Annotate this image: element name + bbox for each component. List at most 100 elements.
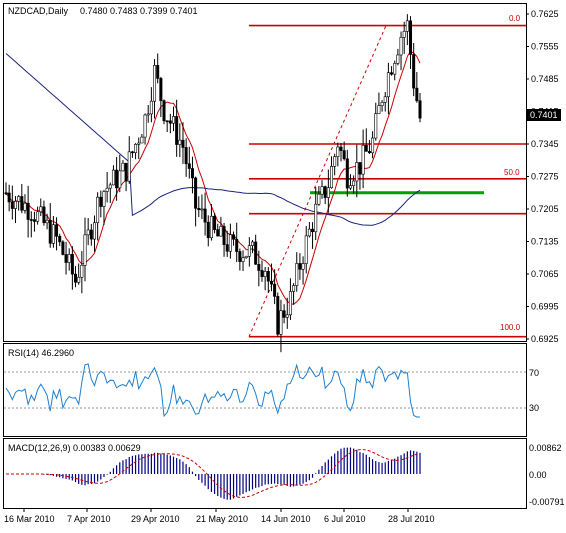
fast-ma-line — [5, 50, 421, 305]
candle-body — [130, 151, 134, 154]
y-tick-label-4: 0.7345 — [531, 139, 559, 149]
y-tick-label-1: 0.7555 — [531, 42, 559, 52]
price-axes: 0.76250.75550.74850.74150.73450.72750.72… — [526, 9, 559, 344]
candle-body — [304, 235, 308, 264]
candle-body — [80, 265, 84, 278]
candle-body — [330, 166, 334, 189]
candle-body — [206, 221, 210, 239]
rsi-label: RSI(14) 46.2960 — [8, 348, 74, 358]
candle-body — [358, 162, 362, 175]
candle-body — [232, 234, 236, 240]
candle-body — [77, 276, 81, 283]
candle-body — [140, 136, 144, 144]
candle-body — [20, 196, 24, 211]
candle-body — [352, 180, 356, 186]
candle-body — [102, 191, 106, 207]
candle-body — [165, 120, 169, 123]
rsi-tick-70: 70 — [529, 368, 539, 378]
chart-header-low: 0.7399 — [140, 6, 168, 16]
candle-body — [92, 222, 96, 240]
candle-body — [39, 206, 43, 213]
candle-body — [336, 146, 340, 157]
candle-body — [124, 162, 128, 182]
macd-tick-bottom: -0.00791 — [529, 497, 565, 507]
rsi-tick-30: 30 — [529, 403, 539, 413]
x-tick-label-0: 16 Mar 2010 — [4, 514, 55, 524]
candle-body — [418, 100, 422, 119]
candle-body — [361, 145, 365, 175]
candle-body — [190, 168, 194, 179]
y-tick-label-5: 0.7275 — [531, 172, 559, 182]
candle-body — [26, 202, 30, 220]
y-tick-label-0: 0.7625 — [531, 9, 559, 19]
y-tick-label-8: 0.7065 — [531, 269, 559, 279]
candle-body — [36, 211, 40, 222]
candle-body — [238, 251, 242, 262]
candle-body — [89, 229, 93, 240]
y-tick-label-6: 0.7205 — [531, 204, 559, 214]
candle-body — [203, 208, 207, 223]
candle-body — [399, 37, 403, 56]
candle-body — [96, 196, 100, 224]
candle-body — [51, 224, 55, 244]
candle-body — [127, 151, 131, 182]
candle-body — [301, 263, 305, 270]
candle-body — [4, 192, 8, 195]
candle-body — [121, 162, 125, 172]
candle-body — [23, 202, 27, 211]
candle-body — [86, 229, 90, 236]
candle-body — [390, 72, 394, 75]
candle-body — [32, 219, 36, 222]
x-tick-label-5: 6 Jul 2010 — [324, 514, 366, 524]
candle-body — [396, 54, 400, 64]
candle-body — [295, 263, 299, 286]
candle-body — [228, 234, 232, 252]
candle-body — [55, 224, 59, 237]
rsi-panel — [3, 343, 527, 437]
candle-body — [364, 145, 368, 152]
candle-body — [171, 116, 175, 124]
candle-body — [415, 87, 419, 102]
candle-body — [168, 120, 172, 124]
candle-body — [13, 201, 17, 209]
x-tick-label-3: 21 May 2010 — [196, 514, 248, 524]
x-tick-label-1: 7 Apr 2010 — [67, 514, 111, 524]
candle-body — [67, 254, 71, 263]
last-price-tag — [527, 109, 561, 121]
fib-label-100: 100.0 — [500, 323, 521, 332]
chart-header-close: 0.7401 — [170, 6, 198, 16]
macd-series — [6, 447, 421, 500]
candle-body — [317, 193, 321, 205]
candle-body — [386, 72, 390, 98]
candle-body — [412, 54, 416, 89]
rsi-line — [5, 363, 420, 418]
y-tick-label-9: 0.6995 — [531, 302, 559, 312]
fib-label-0: 0.0 — [509, 14, 521, 23]
candle-body — [213, 215, 217, 230]
macd-tick-zero: 0.00 — [529, 470, 547, 480]
rsi-series — [4, 363, 526, 418]
y-tick-label-10: 0.6925 — [531, 334, 559, 344]
candle-body — [273, 283, 277, 297]
candle-body — [260, 270, 264, 277]
candle-body — [345, 158, 349, 189]
macd-label: MACD(12,26,9) 0.00383 0.00629 — [8, 443, 141, 453]
candle-body — [29, 219, 33, 221]
fib-label-50: 50.0 — [504, 168, 520, 177]
candle-body — [266, 271, 270, 282]
candle-body — [187, 163, 191, 169]
candle-body — [348, 185, 352, 189]
candle-body — [143, 114, 147, 138]
candle-body — [269, 280, 273, 285]
y-tick-label-7: 0.7135 — [531, 237, 559, 247]
candle-body — [247, 245, 251, 257]
candle-body — [314, 203, 318, 233]
candle-body — [380, 102, 384, 106]
candle-body — [276, 296, 280, 335]
candle-body — [339, 146, 343, 151]
chart-header-symbol: NZDCAD,Daily — [8, 6, 69, 16]
candle-body — [105, 187, 109, 192]
candle-body — [393, 63, 397, 75]
